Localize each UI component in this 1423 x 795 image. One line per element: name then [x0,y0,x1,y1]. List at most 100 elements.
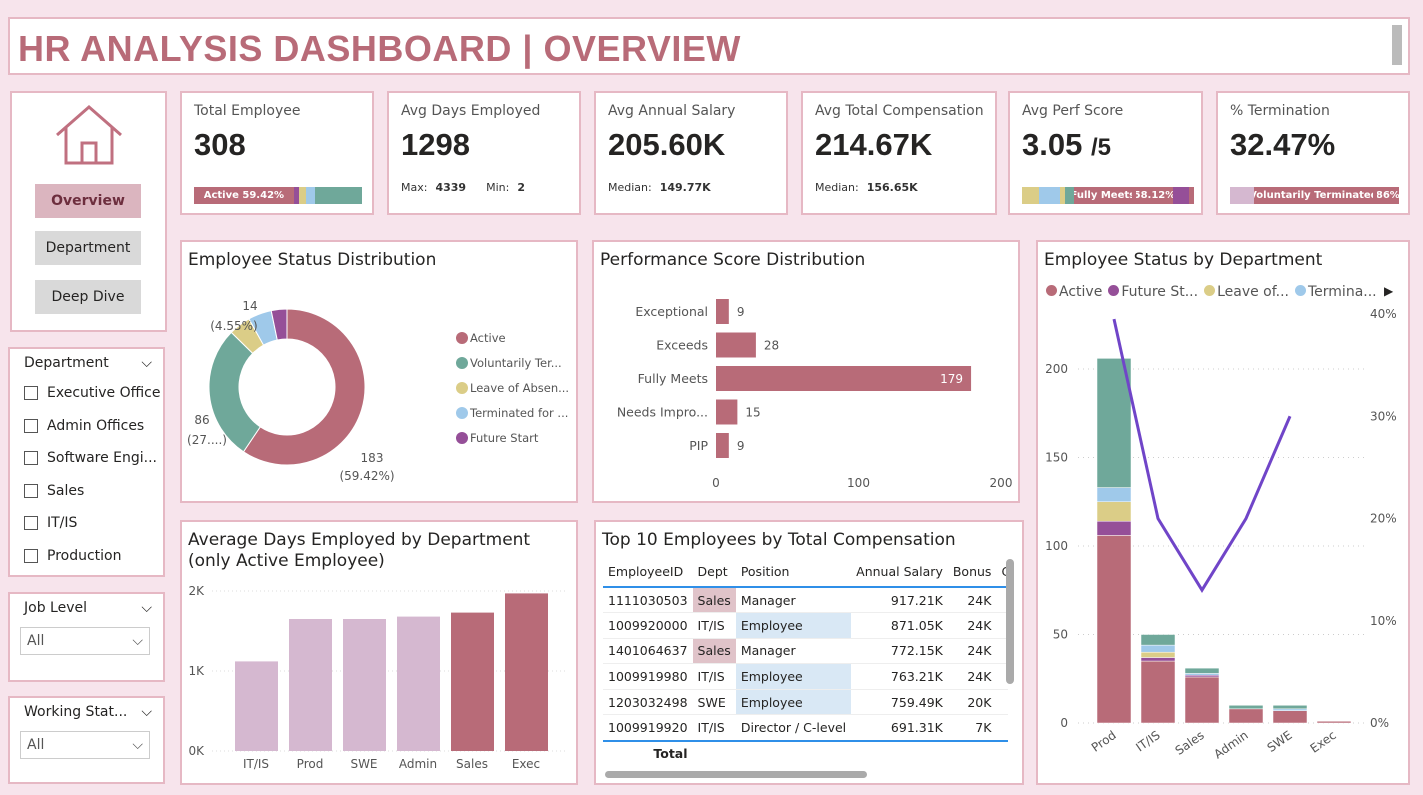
bar-segment [1096,487,1132,502]
legend-item[interactable]: Termina... [1295,284,1377,300]
department-option[interactable]: IT/IS [24,515,77,531]
chevron-down-icon: ⌵ [132,737,143,753]
visual-title: Employee Status by Department [1044,250,1323,270]
avg-days-chart: 0K 1K 2K IT/IS Prod SWE Admin Sales Exec [188,584,567,771]
bar-segment [1228,705,1264,710]
chevron-down-icon[interactable]: ⌵ [141,600,152,616]
termination-bar: Voluntarily Terminated 86% [1230,187,1399,204]
checkbox[interactable] [24,516,38,530]
column-header[interactable]: Position [740,564,790,579]
legend-item[interactable]: Leave of... [1204,284,1289,300]
nav-overview-button[interactable]: Overview [35,184,141,218]
visual-title: Performance Score Distribution [600,250,866,270]
column-header[interactable]: EmployeeID [608,564,684,579]
avg-days-visual: Average Days Employed by Department (onl… [180,520,578,785]
bar-segment-active: Active 59.42% [194,187,294,204]
bar-segment [1184,676,1220,724]
chevron-down-icon[interactable]: ⌵ [141,355,152,371]
checkbox[interactable] [24,386,38,400]
vertical-scrollbar[interactable] [1006,559,1014,684]
legend-next-arrow-icon[interactable]: ▶ [1384,284,1394,298]
checkbox[interactable] [24,483,38,498]
data-label: 15 [745,406,760,420]
bar-segment [1096,520,1132,536]
table-row[interactable]: 1009919980 IT/IS Employee 763.21K 24K [603,663,1008,690]
department-option[interactable]: Sales [24,483,84,499]
job-level-slicer: Job Level ⌵ All ⌵ [8,592,165,682]
job-level-dropdown[interactable]: All ⌵ [20,627,150,655]
table-cell: 759.49K [890,694,943,710]
bar-segment [1184,674,1220,678]
legend-marker [456,357,468,369]
department-option[interactable]: Admin Offices [24,418,144,434]
perf-distribution-visual: Performance Score Distribution 0 100 200 Ex… [592,240,1020,503]
column-header[interactable]: Annual Salary [856,564,943,579]
column-header[interactable]: Co [1001,564,1008,579]
bar-segment [1096,501,1132,522]
bar [397,616,440,751]
nav-panel: Overview Department Deep Dive [10,91,167,332]
legend-label: Leave of Absen... [470,381,569,395]
data-label: 179 [940,372,963,386]
table-row[interactable]: 1009919920 IT/IS Director / C-level 691.31K… [603,715,1008,741]
x-tick: SWE [350,757,377,771]
table-cell: 917.21K [890,592,943,608]
legend-marker [456,407,468,419]
status-distribution-visual: Employee Status Distribution Active Volun… [180,240,578,503]
checkbox[interactable] [24,418,38,433]
table-cell: Sales [692,587,736,613]
working-status-slicer: Working Stat... ⌵ All ⌵ [8,696,165,784]
donut-slice-0 [242,308,366,466]
table-cell: Employee [735,663,852,690]
department-option[interactable]: Production [24,548,121,564]
y2-tick: 0% [1370,716,1389,730]
chevron-down-icon: ⌵ [132,633,143,649]
table-cell: 763.21K [890,669,943,685]
home-icon[interactable] [54,103,124,167]
table-cell: IT/IS [697,720,725,736]
checkbox[interactable] [24,548,38,563]
table-row[interactable]: 1111030503 Sales Manager 917.21K 24K [603,587,1008,613]
legend-label: Voluntarily Ter... [470,356,562,370]
legend: Active Future St... Leave of... Termina... [1046,284,1377,300]
x-tick: IT/IS [1133,728,1162,754]
data-label: 28 [764,339,779,353]
nav-deep-dive-button[interactable]: Deep Dive [35,280,141,314]
kpi-label: % Termination [1230,103,1330,119]
scrollbar[interactable] [1392,25,1402,65]
category-label: Exceptional [635,304,708,319]
kpi-total-employee: Total Employee 308 Active 59.42% [180,91,374,215]
kpi-value: 214.67K [815,127,933,162]
table-cell: IT/IS [697,669,725,685]
table-row[interactable]: 1203032498 SWE Employee 759.49K 20K [603,689,1008,715]
table-cell: 1009919920 [608,720,688,736]
chevron-down-icon[interactable]: ⌵ [141,704,152,720]
y2-tick: 20% [1370,512,1397,526]
data-label-pct: (27....) [187,433,227,447]
legend-item[interactable]: Future St... [1108,284,1198,300]
termination-rate-line [1112,318,1292,593]
table-row[interactable]: 1401064637 Sales Manager 772.15K 24K [603,638,1008,664]
checkbox[interactable] [24,451,38,465]
visual-title: Top 10 Employees by Total Compensation [602,530,956,550]
nav-department-button[interactable]: Department [35,231,141,265]
horizontal-scrollbar[interactable] [605,771,867,778]
department-option[interactable]: Software Engi... [24,450,157,466]
data-label-value: 86 [194,413,209,427]
bar-segment [1096,358,1132,488]
department-option[interactable]: Executive Office [24,385,160,401]
x-tick: Prod [297,757,324,771]
table-row[interactable]: 1009920000 IT/IS Employee 871.05K 24K [603,612,1008,639]
legend-item[interactable]: Active [1046,284,1102,300]
data-label: 9 [737,439,745,453]
y-tick: 1K [188,664,205,678]
top10-table-visual: Top 10 Employees by Total Compensation E… [594,520,1024,785]
working-status-dropdown[interactable]: All ⌵ [20,731,150,759]
table-cell: 691.31K [890,720,943,736]
bar [451,612,494,751]
bar-segment [1140,651,1176,658]
y-tick: 0K [188,744,205,758]
table-cell: 24K [967,643,992,659]
column-header[interactable]: Dept [697,564,728,579]
column-header[interactable]: Bonus [952,564,992,579]
